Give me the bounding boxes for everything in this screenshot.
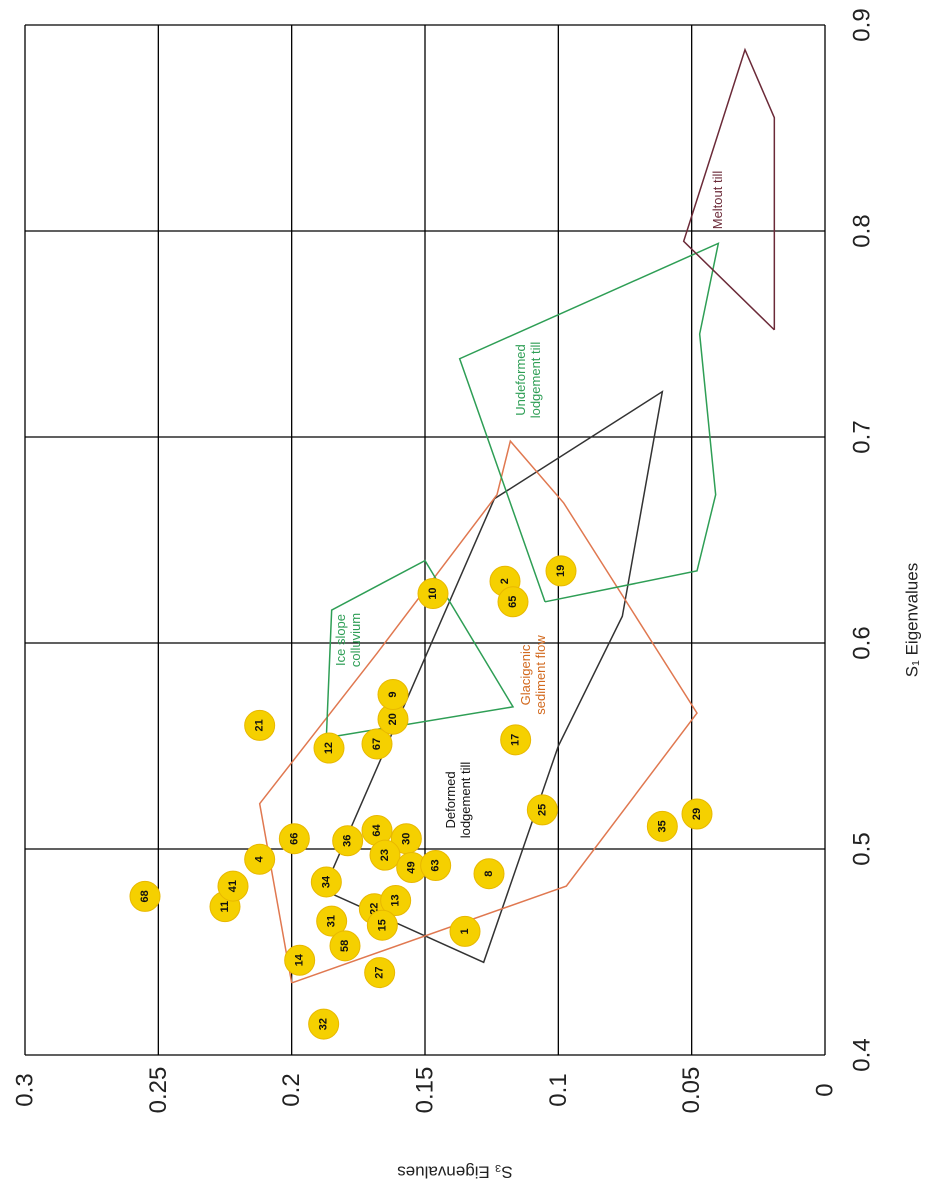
x-tick-label-5: 0.9 [849, 8, 876, 41]
x-tick-label-2: 0.6 [849, 626, 876, 659]
point-marker-15 [366, 909, 398, 941]
point-marker-17 [500, 724, 532, 756]
point-marker-35 [646, 810, 678, 842]
point-marker-67 [361, 728, 393, 760]
point-label-41: 41 [227, 880, 239, 892]
point-label-36: 36 [342, 835, 354, 847]
point-label-35: 35 [656, 820, 668, 832]
region-outline-undeformed-lodgement-till [458, 242, 720, 603]
y-tick-labels: 0 0.05 0.1 0.15 0.2 0.25 0.3 [12, 1067, 839, 1114]
region-outline-ice-slope-colluvium [325, 559, 515, 739]
point-label-11: 11 [219, 901, 231, 913]
x-tick-label-1: 0.5 [849, 832, 876, 865]
point-marker-27 [364, 957, 396, 989]
region-polygons [258, 47, 776, 984]
y-axis-title: S₃ Eigenvalues [397, 1163, 513, 1182]
point-marker-32 [308, 1008, 340, 1040]
point-marker-10 [417, 578, 449, 610]
point-marker-58 [329, 930, 361, 962]
point-label-10: 10 [427, 587, 439, 599]
point-label-29: 29 [691, 808, 703, 820]
y-tick-label-2: 0.1 [545, 1073, 572, 1106]
x-axis-title: S₁ Eigenvalues [903, 563, 922, 677]
point-marker-1 [449, 915, 481, 947]
point-label-66: 66 [288, 833, 300, 845]
x-tick-label-0: 0.4 [849, 1038, 876, 1071]
point-label-12: 12 [323, 742, 335, 754]
point-marker-25 [526, 794, 558, 826]
x-tick-label-3: 0.7 [849, 420, 876, 453]
point-marker-41 [217, 870, 249, 902]
point-marker-36 [332, 825, 364, 857]
region-label-4: Meltout till [710, 171, 725, 230]
point-marker-66 [278, 823, 310, 855]
point-label-4: 4 [254, 855, 266, 862]
point-label-64: 64 [371, 823, 383, 836]
point-label-2: 2 [499, 578, 511, 584]
point-label-34: 34 [320, 875, 332, 888]
region-outline-meltout-till [682, 47, 776, 331]
region-label-1: Glacigenicsediment flow [518, 635, 548, 715]
point-marker-23 [369, 839, 401, 871]
point-label-67: 67 [371, 738, 383, 750]
point-label-63: 63 [430, 859, 442, 871]
x-tick-label-4: 0.8 [849, 214, 876, 247]
point-marker-63 [420, 849, 452, 881]
point-label-17: 17 [510, 734, 522, 746]
point-label-21: 21 [254, 719, 266, 731]
point-marker-34 [310, 866, 342, 898]
point-label-49: 49 [406, 861, 418, 873]
point-label-19: 19 [555, 565, 567, 577]
grid [24, 24, 826, 1056]
point-marker-14 [284, 944, 316, 976]
region-labels: Deformedlodgement till Glacigenicsediment… [333, 171, 725, 839]
point-label-14: 14 [294, 953, 306, 966]
region-label-0: Deformedlodgement till [443, 762, 473, 839]
point-marker-4 [244, 843, 276, 875]
point-label-32: 32 [318, 1018, 330, 1030]
y-tick-label-1: 0.05 [678, 1067, 705, 1114]
point-marker-68 [129, 880, 161, 912]
point-label-1: 1 [459, 928, 471, 934]
point-marker-19 [545, 555, 577, 587]
point-label-58: 58 [339, 940, 351, 952]
y-tick-label-3: 0.15 [412, 1067, 439, 1114]
point-label-25: 25 [536, 804, 548, 816]
region-label-2: Ice slopecolluvium [333, 613, 363, 667]
y-tick-label-0: 0 [812, 1083, 839, 1096]
point-label-31: 31 [326, 915, 338, 927]
y-tick-label-5: 0.25 [145, 1067, 172, 1114]
point-label-23: 23 [379, 849, 391, 861]
point-marker-29 [681, 798, 713, 830]
y-tick-label-6: 0.3 [12, 1073, 39, 1106]
region-label-3: Undeformedlodgement till [513, 342, 543, 419]
point-label-20: 20 [387, 713, 399, 725]
point-marker-9 [377, 679, 409, 710]
point-label-30: 30 [400, 833, 412, 845]
point-marker-21 [244, 709, 276, 741]
point-label-8: 8 [483, 871, 495, 877]
point-label-65: 65 [507, 596, 519, 608]
point-label-9: 9 [387, 691, 399, 697]
point-marker-13 [380, 885, 412, 916]
point-marker-8 [473, 858, 505, 890]
point-label-27: 27 [374, 966, 386, 978]
point-label-68: 68 [139, 890, 151, 902]
point-marker-12 [313, 732, 345, 764]
region-outline-glacigenic-sediment-flow [258, 439, 698, 984]
point-label-13: 13 [390, 894, 402, 906]
point-marker-65 [497, 586, 529, 618]
point-label-15: 15 [376, 919, 388, 931]
x-tick-labels: 0.4 0.5 0.6 0.7 0.8 0.9 [849, 8, 876, 1071]
point-marker-31 [316, 905, 348, 937]
y-tick-label-4: 0.2 [278, 1073, 305, 1106]
